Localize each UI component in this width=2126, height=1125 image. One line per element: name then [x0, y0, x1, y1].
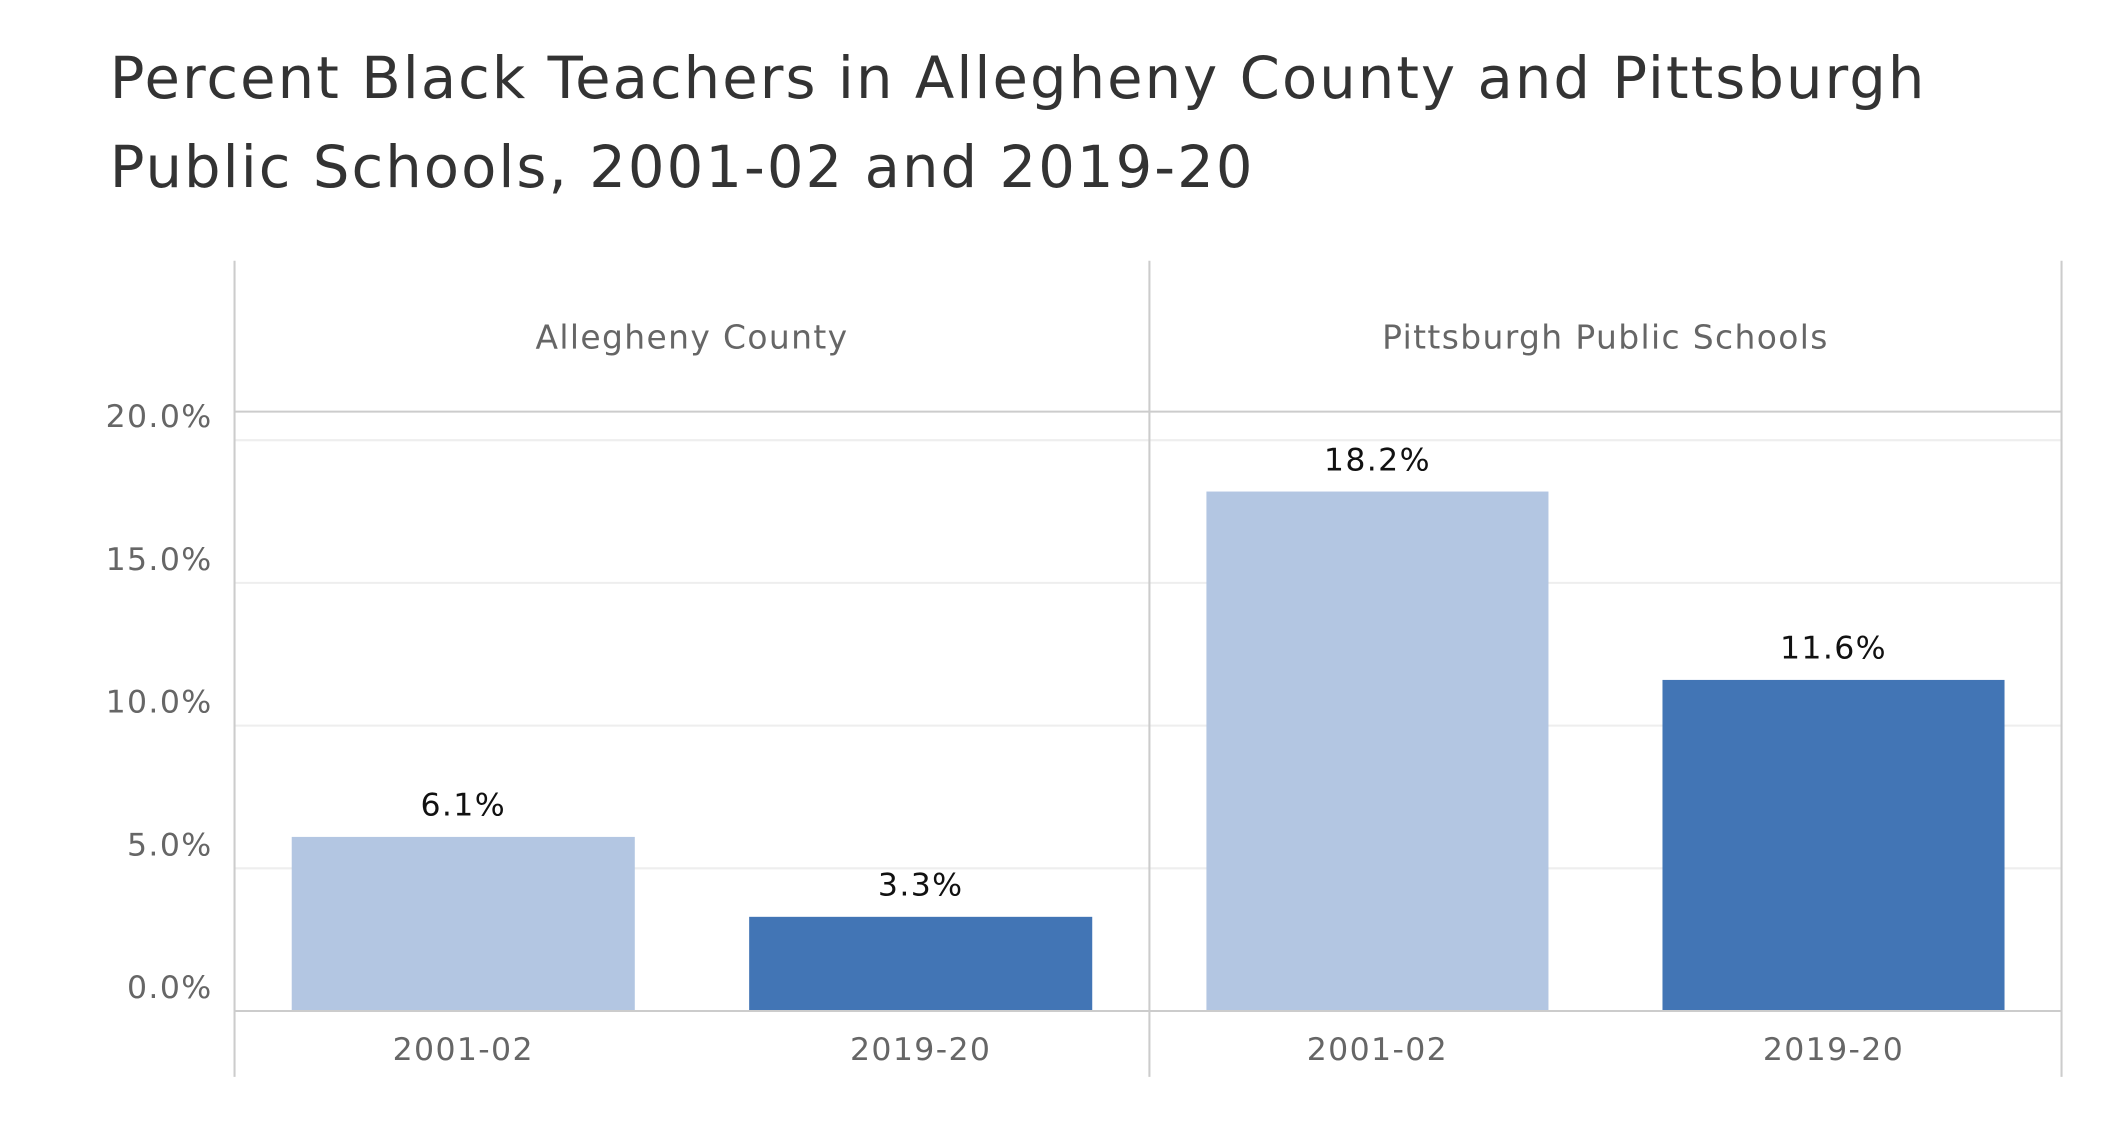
y-tick-label: 10.0%: [106, 685, 213, 721]
y-tick-label: 0.0%: [127, 970, 213, 1006]
bar: [291, 836, 635, 1012]
x-tick-label: 2001-02: [393, 1032, 534, 1068]
facet-label: Allegheny County: [535, 317, 848, 356]
bar: [1206, 491, 1549, 1012]
value-label: 6.1%: [420, 788, 506, 824]
chart-title-line-1: Percent Black Teachers in Allegheny Coun…: [110, 45, 1927, 112]
x-tick-label: 2019-20: [850, 1032, 991, 1068]
value-label: 18.2%: [1324, 442, 1431, 478]
y-tick-label: 20.0%: [106, 399, 213, 435]
value-label: 11.6%: [1780, 631, 1887, 667]
bar: [1662, 679, 2005, 1012]
bar: [749, 916, 1093, 1012]
facet-label: Pittsburgh Public Schools: [1382, 317, 1829, 356]
chart-title-line-2: Public Schools, 2001-02 and 2019-20: [110, 134, 1255, 201]
x-tick-label: 2001-02: [1307, 1032, 1448, 1068]
value-label: 3.3%: [878, 868, 964, 904]
y-tick-label: 5.0%: [127, 827, 213, 863]
x-tick-label: 2019-20: [1763, 1032, 1904, 1068]
y-tick-label: 15.0%: [106, 542, 213, 578]
